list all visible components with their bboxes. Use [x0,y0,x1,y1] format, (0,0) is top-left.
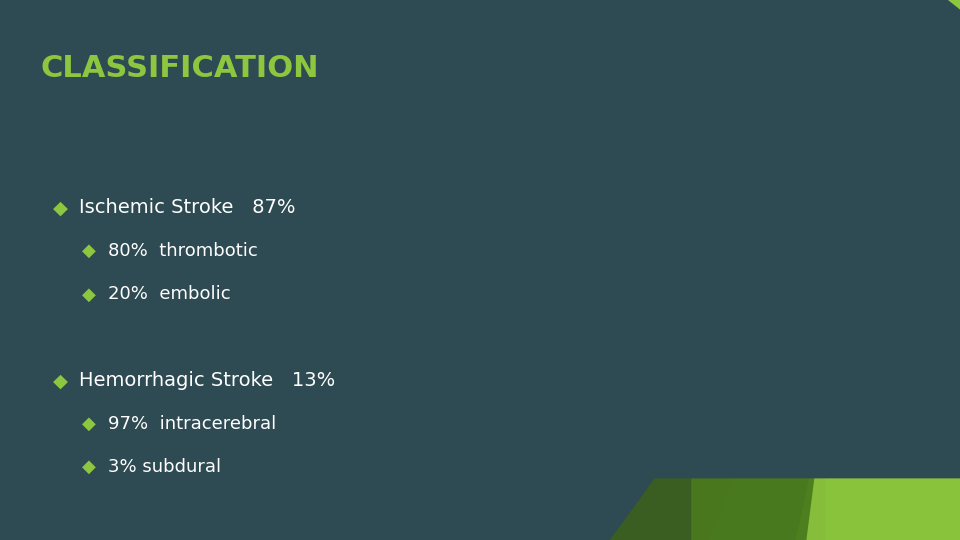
Text: 20%  embolic: 20% embolic [108,285,231,303]
Text: ◆: ◆ [83,242,96,260]
Text: CLASSIFICATION: CLASSIFICATION [40,54,319,83]
Polygon shape [0,0,960,478]
Text: ◆: ◆ [53,371,68,390]
Polygon shape [776,0,960,540]
Text: Hemorrhagic Stroke   13%: Hemorrhagic Stroke 13% [79,371,335,390]
Polygon shape [679,0,960,540]
Polygon shape [691,243,826,540]
Polygon shape [610,0,960,540]
Polygon shape [806,243,960,540]
Text: ◆: ◆ [53,198,68,218]
Text: 97%  intracerebral: 97% intracerebral [108,415,276,433]
Text: ◆: ◆ [83,415,96,433]
Text: 80%  thrombotic: 80% thrombotic [108,242,258,260]
Polygon shape [749,0,960,324]
Text: ◆: ◆ [83,285,96,303]
Text: Ischemic Stroke   87%: Ischemic Stroke 87% [79,198,296,218]
Text: 3% subdural: 3% subdural [108,458,222,476]
Text: ◆: ◆ [83,458,96,476]
